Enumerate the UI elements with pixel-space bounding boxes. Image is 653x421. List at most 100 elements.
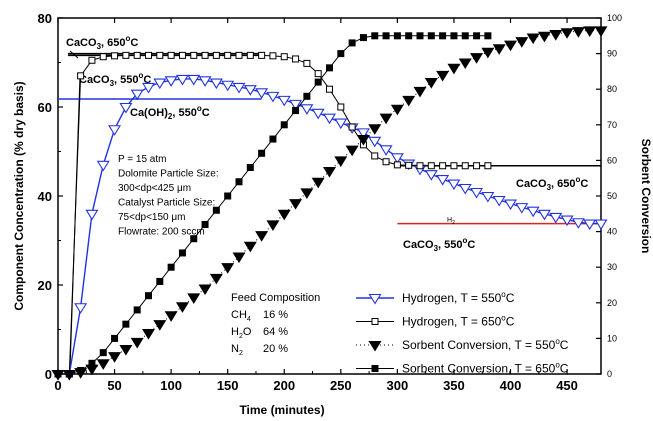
x-tick-label: 200 <box>273 378 295 393</box>
data-point <box>178 51 186 59</box>
data-point <box>153 320 167 331</box>
data-point <box>390 153 404 164</box>
data-point <box>526 33 540 45</box>
data-point <box>201 220 209 228</box>
data-point <box>224 51 232 59</box>
data-point <box>515 37 529 48</box>
data-point <box>258 51 266 59</box>
data-point <box>246 164 254 172</box>
data-point <box>405 161 413 169</box>
data-point <box>382 158 390 166</box>
data-point <box>314 78 322 86</box>
y2-tick-label: 30 <box>607 262 617 272</box>
data-point <box>269 52 277 60</box>
data-point <box>549 212 563 224</box>
data-point <box>178 249 186 257</box>
data-point <box>156 277 164 285</box>
data-point <box>142 82 155 94</box>
legend-entry: Sorbent Conversion, T = 550oC <box>356 337 569 352</box>
data-point <box>560 215 574 227</box>
data-point <box>88 56 96 64</box>
data-point <box>122 320 130 328</box>
data-point <box>470 187 484 199</box>
data-point <box>77 72 85 80</box>
data-point <box>447 179 461 191</box>
data-point <box>133 51 141 59</box>
y2-tick-label: 80 <box>607 84 617 94</box>
data-point <box>201 51 209 59</box>
conditions-note: P = 15 atm Dolomite Particle Size: 300<dp<… <box>118 154 219 238</box>
data-point <box>255 231 269 242</box>
data-point <box>122 51 130 59</box>
data-point <box>145 51 152 59</box>
data-point <box>167 263 175 271</box>
data-point <box>255 88 269 99</box>
data-point <box>470 53 484 64</box>
data-point <box>221 80 235 92</box>
data-point <box>439 162 447 170</box>
data-point <box>314 70 322 78</box>
data-point <box>447 63 461 75</box>
data-point <box>515 203 529 214</box>
feed-composition: Feed Composition CH4 16 % H2O 64 % N2 20 % <box>231 292 320 357</box>
data-point <box>416 32 424 40</box>
annotation-arrow <box>69 50 79 59</box>
data-point <box>175 74 189 86</box>
data-point <box>492 44 506 55</box>
y2-tick-label: 50 <box>607 191 617 201</box>
feed-item: N2 <box>231 343 243 357</box>
data-point <box>413 86 427 98</box>
x-tick-label: 350 <box>443 378 465 393</box>
data-point <box>187 293 201 305</box>
data-point <box>379 145 393 156</box>
reference-label: CaCO3, 550oC <box>403 236 475 253</box>
data-point <box>439 32 447 40</box>
data-point <box>594 26 608 38</box>
data-point <box>108 125 122 136</box>
legend-label: Sorbent Conversion, T = 650oC <box>402 361 569 376</box>
data-point <box>190 235 198 243</box>
data-point <box>371 32 379 40</box>
data-point <box>427 32 435 40</box>
x-tick-label: 100 <box>160 378 182 393</box>
condition-line: Flowrate: 200 sccm <box>118 227 205 238</box>
data-point <box>130 337 144 349</box>
data-point <box>481 191 495 203</box>
data-point <box>368 293 382 305</box>
y2-tick-label: 10 <box>607 333 617 343</box>
data-point <box>473 32 481 40</box>
reference-label: CaCO3, 550oC <box>79 71 151 88</box>
data-point <box>96 359 110 370</box>
data-point <box>167 51 175 59</box>
data-point <box>65 370 73 378</box>
y2-tick-label: 0 <box>607 369 612 379</box>
small-h2-label: H2 <box>447 217 455 226</box>
legend-entry: Hydrogen, T = 650oC <box>356 314 515 329</box>
data-point <box>473 162 481 170</box>
data-point <box>323 113 336 125</box>
data-point <box>348 39 356 47</box>
series <box>51 74 608 381</box>
data-point <box>246 51 254 59</box>
data-point <box>280 53 288 61</box>
data-point <box>130 89 144 101</box>
data-point <box>402 95 416 107</box>
data-point <box>187 74 201 86</box>
legend-label: Hydrogen, T = 650oC <box>402 314 515 329</box>
data-point <box>359 34 367 42</box>
condition-line: 75<dp<150 μm <box>118 212 185 223</box>
data-point <box>133 306 141 314</box>
condition-line: Catalyst Particle Size: <box>118 198 215 209</box>
data-point <box>461 32 469 40</box>
data-point <box>292 55 300 63</box>
data-point <box>537 209 551 221</box>
data-point <box>504 40 517 52</box>
data-point <box>277 209 291 221</box>
y-tick-label: 40 <box>38 189 52 204</box>
data-point <box>198 284 212 296</box>
data-point <box>303 92 311 100</box>
y2-tick-label: 60 <box>607 155 617 165</box>
series <box>51 26 608 381</box>
legend-entry: Hydrogen, T = 550oC <box>356 290 515 305</box>
